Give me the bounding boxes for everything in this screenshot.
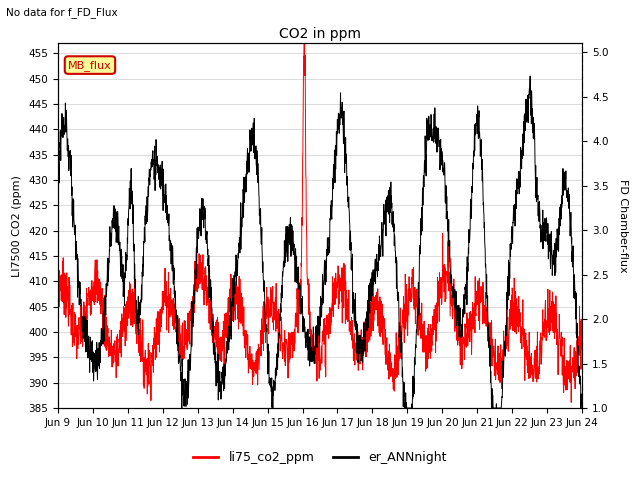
Legend: li75_co2_ppm, er_ANNnight: li75_co2_ppm, er_ANNnight — [188, 446, 452, 469]
Title: CO2 in ppm: CO2 in ppm — [279, 27, 361, 41]
Text: MB_flux: MB_flux — [68, 60, 112, 71]
Y-axis label: LI7500 CO2 (ppm): LI7500 CO2 (ppm) — [12, 175, 22, 276]
Y-axis label: FD Chamber-flux: FD Chamber-flux — [618, 179, 628, 273]
Text: No data for f_FD_Flux: No data for f_FD_Flux — [6, 7, 118, 18]
